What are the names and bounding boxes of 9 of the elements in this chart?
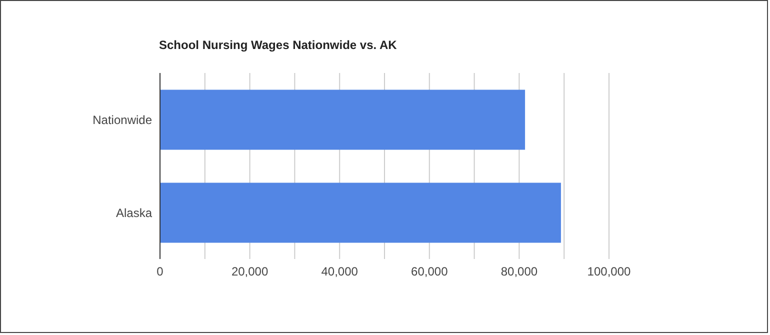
x-tick-label: 0 [156, 264, 164, 279]
chart-title: School Nursing Wages Nationwide vs. AK [159, 38, 397, 52]
y-tick-label: Alaska [116, 206, 152, 220]
x-tick-label: 40,000 [321, 264, 358, 279]
x-tick-label: 20,000 [231, 264, 268, 279]
y-tick-label: Nationwide [92, 112, 152, 127]
x-tick-label: 60,000 [411, 264, 448, 279]
x-tick-label: 80,000 [500, 264, 538, 279]
x-tick-label: 100,000 [587, 264, 632, 279]
